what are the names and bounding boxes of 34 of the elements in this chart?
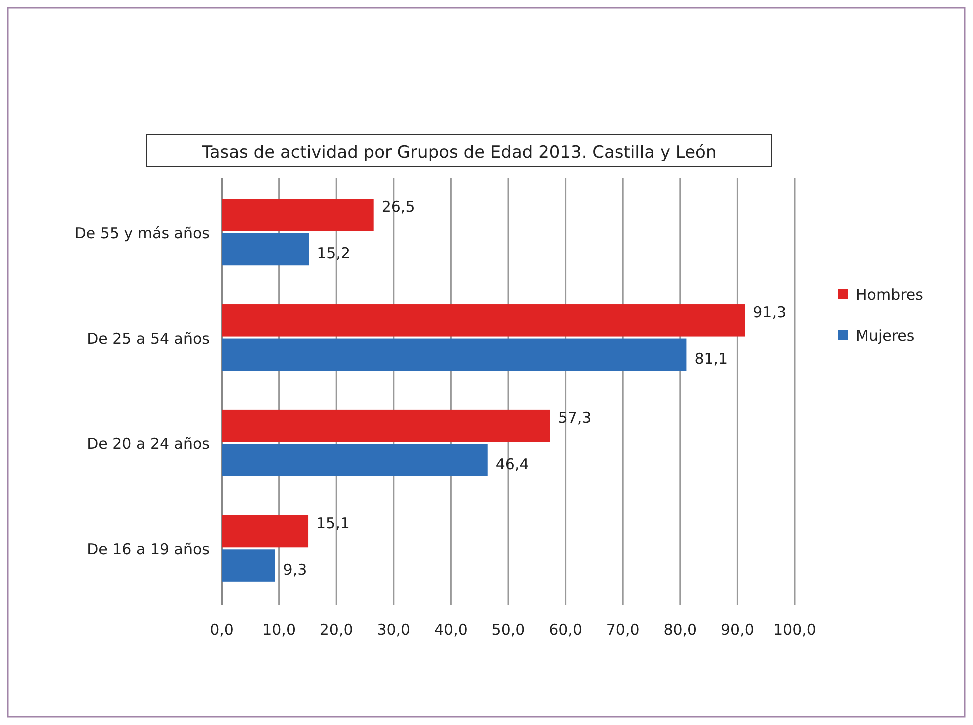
chart-title: Tasas de actividad por Grupos de Edad 2013. Castilla y León (201, 143, 717, 163)
bar (222, 233, 310, 266)
data-label: 46,4 (496, 455, 530, 474)
data-label: 15,2 (317, 244, 350, 262)
data-label: 57,3 (558, 409, 592, 428)
x-tick-label: 100,0 (774, 621, 816, 639)
y-tick-label: De 55 y más años (74, 224, 210, 242)
x-tick-label: 60,0 (549, 621, 583, 639)
bar (222, 515, 309, 548)
y-tick-label: De 25 a 54 años (87, 330, 210, 348)
x-tick-label: 0,0 (210, 621, 234, 639)
data-label: 9,3 (283, 560, 308, 579)
x-tick-label: 20,0 (320, 621, 354, 639)
data-label: 81,1 (694, 350, 728, 368)
x-tick-label: 90,0 (720, 621, 754, 639)
y-tick-label: De 20 a 24 años (87, 435, 210, 454)
bar (222, 338, 687, 372)
x-tick-label: 80,0 (664, 621, 698, 639)
legend-label: Mujeres (856, 327, 915, 345)
x-tick-label: 70,0 (606, 621, 640, 639)
bar (222, 410, 550, 442)
x-tick-label: 10,0 (262, 621, 296, 639)
bar (222, 199, 374, 232)
legend-label: Hombres (856, 286, 924, 304)
bar (222, 444, 488, 476)
y-tick-label: De 16 a 19 años (87, 540, 210, 559)
bar (222, 550, 276, 582)
x-tick-label: 40,0 (434, 621, 468, 639)
data-label: 91,3 (753, 304, 787, 322)
x-tick-label: 30,0 (377, 621, 411, 639)
data-label: 15,1 (316, 514, 350, 533)
data-label: 26,5 (382, 198, 416, 216)
bar (222, 304, 746, 337)
x-tick-label: 50,0 (492, 621, 526, 639)
